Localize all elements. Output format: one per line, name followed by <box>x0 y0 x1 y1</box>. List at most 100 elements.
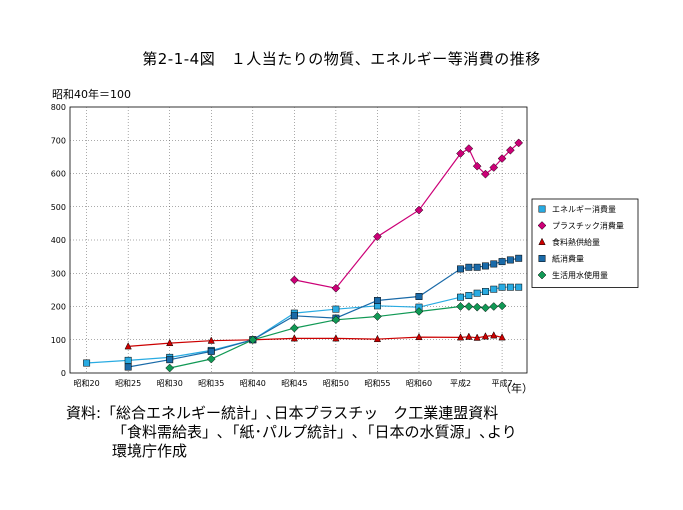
data-point-4 <box>248 335 258 345</box>
data-point-1 <box>331 283 341 293</box>
data-point-4 <box>414 307 424 316</box>
x-tick-label: 昭和60 <box>406 379 432 388</box>
legend-label: 紙消費量 <box>552 254 584 264</box>
data-point-3 <box>457 265 464 273</box>
source-line-3: 環境庁作成 <box>112 442 188 460</box>
data-point-4 <box>373 312 382 321</box>
source-line-2: 「食料需給表」､「紙･パルプ統計」､「日本の水質源」､より <box>112 423 517 441</box>
x-axis-unit: （年） <box>500 382 533 395</box>
y-tick-label: 700 <box>51 136 66 145</box>
data-point-2 <box>415 332 423 341</box>
data-point-2 <box>473 333 481 341</box>
data-point-1 <box>506 145 515 155</box>
data-point-2 <box>481 332 490 340</box>
legend-marker <box>537 221 547 230</box>
data-point-3 <box>473 263 481 271</box>
data-point-1 <box>497 154 507 163</box>
data-point-4 <box>289 323 299 333</box>
legend-marker <box>538 237 546 245</box>
data-point-2 <box>373 334 382 343</box>
y-tick-label: 600 <box>51 170 66 179</box>
data-point-4 <box>206 354 216 364</box>
data-point-4 <box>472 302 482 312</box>
y-tick-label: 800 <box>51 103 66 112</box>
x-tick-label: 昭和45 <box>281 379 307 388</box>
x-tick-label: 昭和40 <box>240 379 266 388</box>
y-tick-label: 200 <box>51 303 66 312</box>
legend-marker <box>538 205 546 213</box>
y-axis-label: 昭和40年＝100 <box>52 88 131 101</box>
data-point-3 <box>124 363 132 371</box>
series-line-2 <box>128 334 503 347</box>
y-ticks: 0 100 200 300 400 500 600 700 800 <box>51 103 66 378</box>
data-point-3 <box>482 262 489 270</box>
data-point-1 <box>289 275 299 285</box>
data-point-3 <box>465 263 473 271</box>
data-point-4 <box>481 303 490 313</box>
legend-label: エネルギー消費量 <box>552 204 616 214</box>
data-point-1 <box>373 232 382 242</box>
data-point-0 <box>498 283 506 291</box>
x-tick-label: 昭和55 <box>364 379 390 388</box>
grid <box>69 106 528 374</box>
data-point-3 <box>166 356 174 364</box>
data-point-3 <box>207 347 215 355</box>
legend-label: 食料熱供給量 <box>552 237 600 247</box>
data-point-0 <box>473 289 481 297</box>
y-tick-label: 500 <box>51 203 66 212</box>
legend-label: プラスチック消費量 <box>552 221 624 231</box>
data-point-4 <box>497 301 507 311</box>
data-point-2 <box>490 331 498 339</box>
data-point-0 <box>457 293 464 301</box>
data-point-0 <box>482 288 489 295</box>
data-point-1 <box>514 138 524 148</box>
data-point-0 <box>465 292 473 299</box>
data-point-2 <box>207 336 215 344</box>
x-tick-label: 昭和50 <box>323 379 349 388</box>
data-point-0 <box>490 285 498 293</box>
data-point-1 <box>456 149 465 158</box>
data-point-3 <box>498 258 506 266</box>
series-lines <box>86 142 520 369</box>
data-point-4 <box>489 302 499 311</box>
legend-marker <box>538 255 546 262</box>
y-tick-label: 100 <box>51 336 66 345</box>
y-tick-label: 400 <box>51 236 66 245</box>
data-point-4 <box>331 315 341 325</box>
data-point-0 <box>515 283 523 291</box>
data-point-2 <box>290 334 298 342</box>
data-point-2 <box>456 333 465 341</box>
x-tick-label: 昭和20 <box>74 379 100 388</box>
data-point-0 <box>506 283 514 291</box>
x-tick-label: 昭和25 <box>115 379 141 388</box>
data-point-2 <box>124 342 132 350</box>
data-point-4 <box>464 302 474 311</box>
data-point-2 <box>465 332 473 340</box>
data-point-1 <box>472 161 482 171</box>
data-point-0 <box>332 305 340 313</box>
data-point-3 <box>290 312 298 320</box>
series-line-0 <box>86 286 519 364</box>
data-point-1 <box>481 169 490 179</box>
data-point-3 <box>415 293 423 300</box>
data-point-4 <box>456 302 465 311</box>
series-markers <box>83 138 524 373</box>
data-point-0 <box>83 359 91 367</box>
data-point-3 <box>490 260 498 268</box>
data-point-1 <box>414 205 424 215</box>
data-point-0 <box>124 356 132 364</box>
data-point-3 <box>515 254 523 262</box>
data-point-2 <box>332 334 340 342</box>
x-tick-label: 昭和35 <box>198 379 224 388</box>
source-note: 資料:「総合エネルギー統計」､日本プラスチッ ク工業連盟資料 「食料需給表」､「… <box>66 404 517 461</box>
x-tick-label: 平成7 <box>492 378 513 388</box>
legend-marker <box>537 270 547 280</box>
legend-frame <box>531 198 639 288</box>
data-point-1 <box>464 144 474 153</box>
series-line-3 <box>128 257 519 368</box>
y-tick-label: 300 <box>51 269 66 278</box>
x-tick-label: 平成2 <box>450 378 471 388</box>
data-point-1 <box>489 163 499 172</box>
